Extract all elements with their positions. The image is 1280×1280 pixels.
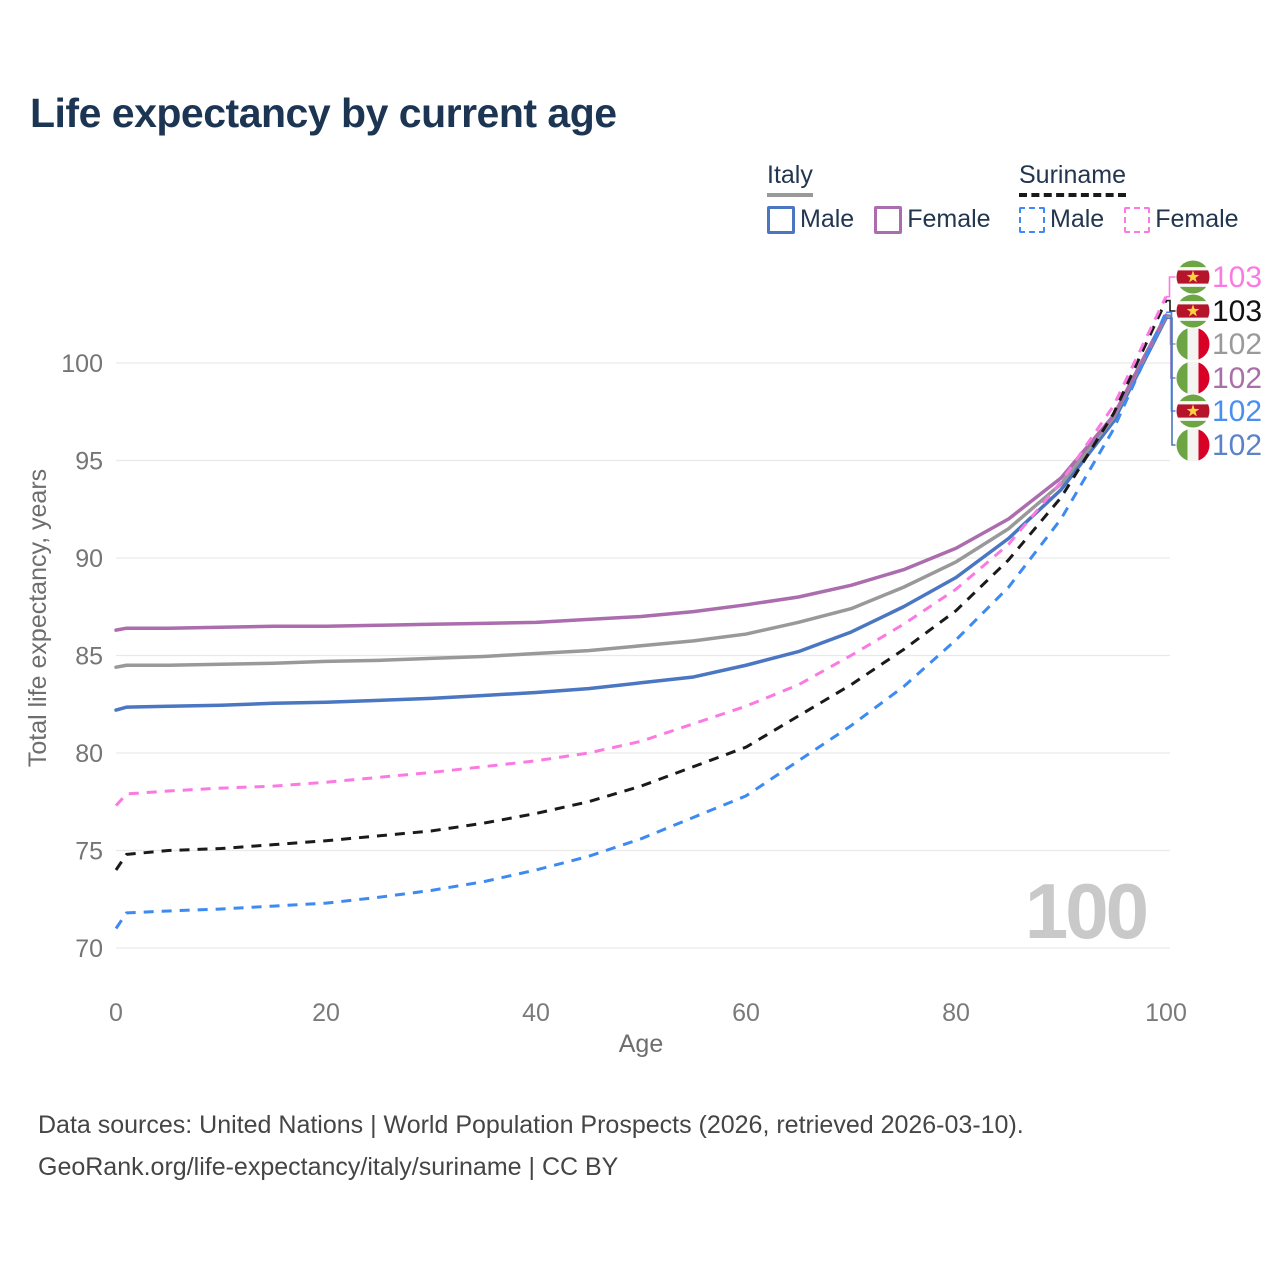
- y-tick-label: 85: [75, 643, 103, 671]
- x-axis-title: Age: [619, 1030, 663, 1058]
- legend-swatch-italy-male: [767, 205, 795, 234]
- legend-item-suriname-male[interactable]: Male: [1019, 205, 1104, 234]
- x-tick-label: 0: [109, 999, 123, 1027]
- legend-item-italy-male[interactable]: Male: [767, 205, 854, 234]
- italy-flag-icon: [1176, 361, 1210, 395]
- footer: Data sources: United Nations | World Pop…: [38, 1104, 1024, 1188]
- end-label-value: 102: [1212, 328, 1262, 361]
- x-tick-label: 20: [312, 999, 340, 1027]
- end-label-value: 103: [1212, 295, 1262, 328]
- end-label-value: 102: [1212, 429, 1262, 462]
- italy-flag-icon: [1176, 428, 1210, 462]
- x-tick-label: 80: [942, 999, 970, 1027]
- legend-group-label-italy: Italy: [767, 161, 813, 197]
- legend-item-suriname-female[interactable]: Female: [1124, 205, 1239, 234]
- legend-item-label: Male: [800, 205, 855, 233]
- legend-group-suriname: Suriname Male Female: [1019, 161, 1239, 234]
- italy-flag-icon: [1176, 327, 1210, 361]
- legend-group-italy: Italy Male Female: [767, 161, 991, 234]
- end-label-leader-line: [1166, 317, 1176, 446]
- legend-item-label: Male: [1050, 205, 1105, 233]
- y-tick-label: 100: [61, 350, 103, 378]
- x-tick-label: 40: [522, 999, 550, 1027]
- legend-swatch-suriname-female: [1124, 206, 1151, 233]
- legend-items-suriname: Male Female: [1019, 205, 1239, 234]
- footer-url: GeoRank.org/life-expectancy/italy/surina…: [38, 1153, 619, 1181]
- y-tick-label: 75: [75, 838, 103, 866]
- age-frame-watermark: 100: [1024, 867, 1149, 955]
- end-label-leader-line: [1166, 299, 1176, 312]
- suriname-flag-icon: [1176, 294, 1210, 328]
- suriname-flag-icon: [1176, 394, 1210, 428]
- end-label-leader-line: [1166, 276, 1176, 298]
- series-line-suriname-male: [114, 311, 1168, 930]
- legend-swatch-suriname-male: [1019, 206, 1045, 233]
- legend-group-label-suriname: Suriname: [1019, 161, 1126, 197]
- series-line-suriname-female: [114, 296, 1168, 807]
- legend-swatch-italy-female: [874, 205, 903, 234]
- end-label-value: 103: [1212, 261, 1262, 294]
- end-label-value: 102: [1212, 395, 1262, 428]
- legend-item-label: Female: [1155, 205, 1239, 233]
- x-tick-label: 100: [1145, 999, 1187, 1027]
- series-line-suriname-total: [114, 299, 1168, 871]
- end-label-value: 102: [1212, 362, 1262, 395]
- legend-item-italy-female[interactable]: Female: [874, 205, 991, 234]
- y-tick-label: 80: [75, 740, 103, 768]
- page-title: Life expectancy by current age: [30, 90, 617, 136]
- suriname-flag-icon: [1176, 260, 1210, 294]
- legend-item-label: Female: [907, 205, 991, 233]
- series-line-italy-male: [114, 316, 1168, 712]
- series-line-italy-total: [114, 314, 1168, 669]
- y-axis-title: Total life expectancy, years: [24, 469, 52, 767]
- footer-data-sources: Data sources: United Nations | World Pop…: [38, 1111, 1024, 1139]
- series-line-italy-female: [114, 313, 1168, 632]
- y-tick-label: 95: [75, 448, 103, 476]
- legend-items-italy: Male Female: [767, 205, 991, 234]
- end-label-leader-line: [1166, 311, 1176, 412]
- y-tick-label: 90: [75, 545, 103, 573]
- y-tick-label: 70: [75, 935, 103, 963]
- x-tick-label: 60: [732, 999, 760, 1027]
